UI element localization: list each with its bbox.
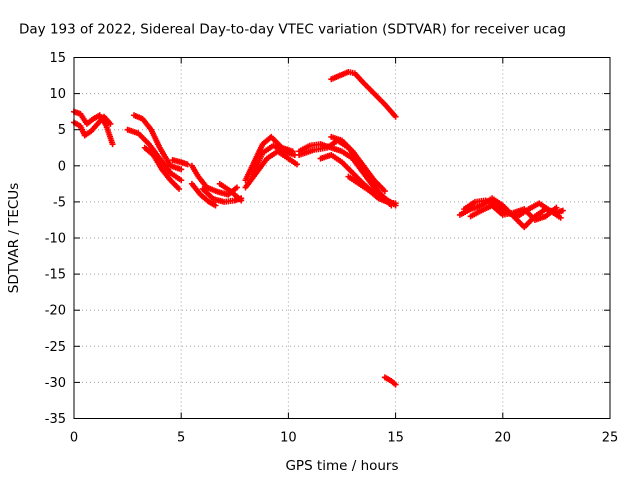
data-point [392,113,399,120]
data-point [212,202,219,209]
x-tick-label: 5 [177,431,185,446]
data-point [178,166,185,173]
series-track-s [328,68,399,120]
series-track-i [199,185,245,205]
y-tick-label: 0 [58,159,66,174]
data-point [392,381,399,388]
y-tick-label: -5 [53,195,66,210]
x-axis-label: GPS time / hours [285,458,398,474]
data-point [559,207,566,214]
data-point [178,177,185,184]
data-point [233,184,240,191]
y-tick-label: -35 [45,412,66,427]
data-point [293,161,300,168]
series-track-h [188,180,219,209]
data-point [557,214,564,221]
series-track-f [169,157,191,168]
grid-lines [74,57,610,419]
chart-title: Day 193 of 2022, Sidereal Day-to-day VTE… [19,22,566,38]
y-tick-label: -20 [45,304,66,319]
series-track-m [248,142,298,180]
data-point [553,204,560,211]
tick-layer: 15 10 5 0 -5 -10 -15 -20 -25 -30 -35 0 5 10 15 20 25 [45,51,619,446]
series-track-b [71,113,114,139]
y-tick-label: -10 [45,232,66,247]
series-track-w [467,202,560,223]
x-tick-label: 20 [495,431,512,446]
data-point [107,120,114,127]
data-point [176,185,183,192]
x-tick-label: 10 [280,431,297,446]
x-tick-label: 15 [387,431,404,446]
data-point [392,200,399,207]
series-track-e [141,144,183,192]
series-track-c [124,126,185,184]
y-tick-label: 5 [58,123,66,138]
x-tick-label: 0 [70,431,78,446]
y-tick-label: 15 [49,51,66,66]
y-tick-label: -25 [45,340,66,355]
y-tick-label: 10 [49,87,66,102]
y-axis-label: SDTVAR / TECUs [6,183,22,293]
series-track-g [188,162,240,198]
series-track-j [216,180,245,204]
x-tick-label: 25 [602,431,619,446]
y-tick-label: -30 [45,376,66,391]
data-point [238,197,245,204]
data-point [381,188,388,195]
data-layer [71,68,566,388]
series-track-d [131,112,185,173]
series-track-q [328,133,388,195]
data-point [109,141,116,148]
series-track-r [345,173,399,207]
series-track-t [381,374,399,388]
data-point [184,161,191,168]
y-tick-label: -15 [45,268,66,283]
